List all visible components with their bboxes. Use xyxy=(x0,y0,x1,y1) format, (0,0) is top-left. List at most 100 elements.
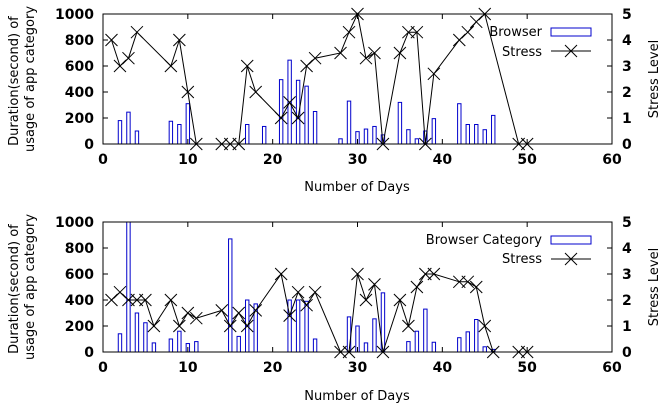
stress-marker xyxy=(359,293,373,307)
y2-tick-label: 2 xyxy=(622,85,632,101)
bar xyxy=(168,120,174,145)
x-tick-label: 50 xyxy=(517,360,537,376)
y-axis-label: Duration(second) of usage of app categor… xyxy=(7,214,38,360)
y2-tick-label: 0 xyxy=(622,345,632,361)
y2-tick-label: 1 xyxy=(622,111,632,127)
x-tick-label: 10 xyxy=(178,360,198,376)
legend-line-marker xyxy=(564,44,578,58)
stress-marker xyxy=(461,25,475,39)
x-tick-label: 30 xyxy=(348,360,368,376)
x-tick-label: 50 xyxy=(517,152,537,168)
stress-marker xyxy=(249,304,263,317)
y-ticks: 0 200 400 600 800 1000 xyxy=(55,7,108,153)
y2-ticks: 0 1 2 3 4 5 xyxy=(607,215,632,361)
chart-bottom: 0 10 20 30 40 50 60 0 200 400 600 800 1000 0 1 2 3 4 5 N… xyxy=(7,214,660,404)
stress-marker xyxy=(172,319,186,333)
bar xyxy=(126,111,131,145)
legend-bar-swatch xyxy=(550,27,592,37)
y-ticks: 0 200 400 600 800 1000 xyxy=(55,215,108,361)
bar xyxy=(312,338,318,353)
stress-marker xyxy=(469,280,483,294)
stress-marker xyxy=(283,309,296,322)
stress-marker xyxy=(283,96,296,109)
bar xyxy=(236,335,241,353)
stress-polyline xyxy=(111,12,528,145)
bar xyxy=(185,103,191,145)
stress-marker xyxy=(232,306,246,320)
y2-tick-label: 4 xyxy=(622,33,632,49)
y-axis-label-line-1: Duration(second) of xyxy=(7,224,22,354)
stress-marker xyxy=(147,319,161,333)
stress-line xyxy=(111,272,528,353)
bar xyxy=(245,124,250,145)
y-tick-label: 1000 xyxy=(55,215,94,231)
y-axis-label-line-1: Duration(second) of xyxy=(7,16,22,146)
bar xyxy=(304,85,309,145)
y2-tick-label: 5 xyxy=(622,215,632,231)
stress-marker xyxy=(223,319,237,333)
stress-marker xyxy=(342,25,356,39)
stress-marker xyxy=(334,46,347,60)
stress-marker xyxy=(393,46,407,60)
x-ticks: 0 10 20 30 40 50 60 xyxy=(98,14,622,168)
stress-marker xyxy=(274,111,288,125)
stress-line xyxy=(111,12,528,145)
bar xyxy=(117,120,123,145)
y-tick-label: 800 xyxy=(65,33,94,49)
bar xyxy=(406,341,411,353)
bar xyxy=(474,319,479,353)
y-axis-label-line-2: usage of app category xyxy=(23,214,38,360)
x-tick-label: 10 xyxy=(178,152,198,168)
stress-marker xyxy=(461,275,475,289)
bar xyxy=(431,341,437,353)
bar xyxy=(482,129,487,145)
bar xyxy=(457,337,462,353)
stress-marker xyxy=(393,293,407,307)
bar xyxy=(423,308,428,353)
y-tick-label: 800 xyxy=(65,241,94,257)
stress-marker xyxy=(410,280,424,294)
chart-top: 0 10 20 30 40 50 60 0 200 400 600 800 1000 0 1 2 3 4 5 N… xyxy=(7,6,660,195)
y2-tick-label: 2 xyxy=(622,293,632,309)
stress-marker xyxy=(308,285,322,299)
y2-tick-label: 1 xyxy=(622,319,632,335)
bar xyxy=(346,316,352,353)
bar xyxy=(295,299,301,353)
y-axis-label: Duration(second) of usage of app categor… xyxy=(7,6,38,152)
y2-tick-label: 0 xyxy=(622,137,632,153)
y2-tick-label: 3 xyxy=(622,267,632,283)
stress-marker xyxy=(249,85,263,99)
x-tick-label: 20 xyxy=(263,152,283,168)
y-tick-label: 400 xyxy=(65,293,94,309)
bar xyxy=(465,124,470,145)
bar xyxy=(228,238,233,353)
stress-marker xyxy=(189,311,203,325)
bar xyxy=(304,300,309,353)
stress-marker xyxy=(368,46,381,60)
bar xyxy=(177,330,182,353)
stress-marker xyxy=(300,298,313,312)
stress-marker xyxy=(427,267,441,281)
stress-marker xyxy=(139,293,152,307)
y2-tick-label: 4 xyxy=(622,241,632,257)
y-tick-label: 600 xyxy=(65,267,94,283)
stress-marker xyxy=(181,85,195,99)
stress-marker xyxy=(181,306,195,320)
legend-bar-label: Browser xyxy=(489,25,542,40)
y-axis-label-line-2: usage of app category xyxy=(23,6,38,152)
bars xyxy=(117,59,496,145)
stress-marker xyxy=(308,51,322,65)
stress-marker xyxy=(359,51,373,65)
x-tick-label: 40 xyxy=(433,152,453,168)
bar xyxy=(177,124,182,145)
bar xyxy=(482,346,487,353)
bar xyxy=(126,221,131,353)
legend: Browser Stress xyxy=(489,25,592,60)
y2-ticks: 0 1 2 3 4 5 xyxy=(607,7,632,153)
stress-marker xyxy=(274,267,288,281)
y-tick-label: 1000 xyxy=(55,7,94,23)
bar xyxy=(346,100,352,145)
bar xyxy=(194,341,199,353)
bar xyxy=(134,312,140,353)
